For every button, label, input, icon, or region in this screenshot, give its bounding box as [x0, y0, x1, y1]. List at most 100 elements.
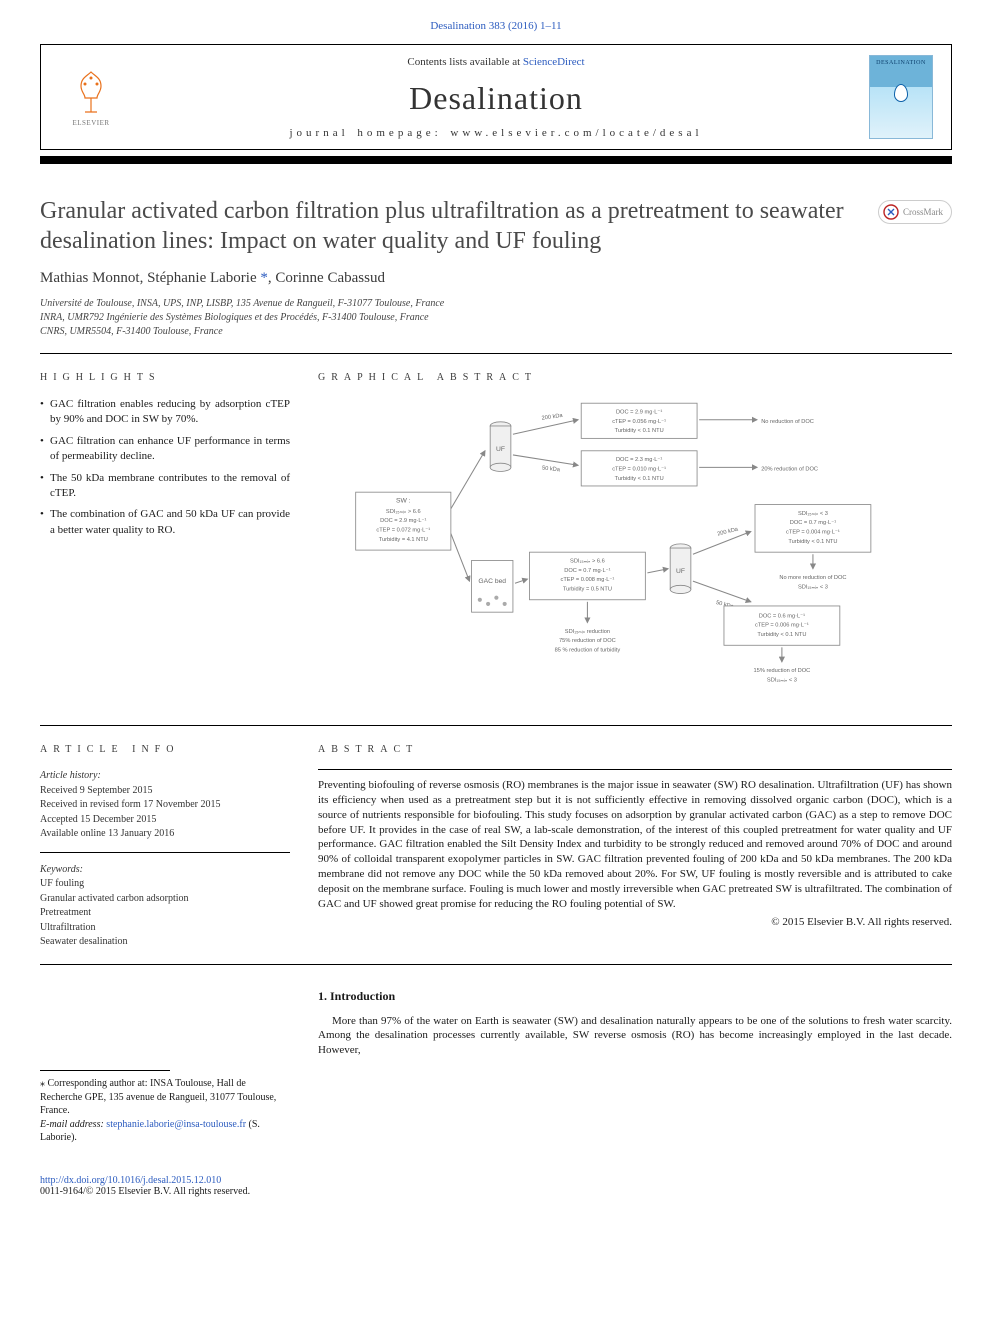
- journal-cover-thumb: DESALINATION: [869, 55, 933, 139]
- history-line: Received in revised form 17 November 201…: [40, 798, 290, 813]
- history-line: Received 9 September 2015: [40, 784, 290, 799]
- keyword: UF fouling: [40, 877, 290, 892]
- highlight-item: GAC filtration can enhance UF performanc…: [40, 434, 290, 465]
- history-line: Accepted 15 December 2015: [40, 813, 290, 828]
- author-names-2: , Corinne Cabassud: [268, 270, 385, 286]
- svg-text:DOC = 0.7 mg·L⁻¹: DOC = 0.7 mg·L⁻¹: [564, 568, 610, 574]
- corr-email-link[interactable]: stephanie.laborie@insa-toulouse.fr: [106, 1119, 246, 1130]
- elsevier-logo-text: ELSEVIER: [72, 119, 109, 127]
- svg-text:UF: UF: [676, 568, 685, 575]
- svg-text:DOC = 2.3 mg·L⁻¹: DOC = 2.3 mg·L⁻¹: [616, 457, 662, 463]
- rule: [40, 725, 952, 726]
- journal-title: Desalination: [123, 80, 869, 117]
- svg-text:Turbidity < 0.1 NTU: Turbidity < 0.1 NTU: [788, 539, 837, 545]
- svg-text:GAC bed: GAC bed: [478, 578, 506, 585]
- corresponding-author-star[interactable]: *: [260, 270, 268, 286]
- svg-text:Turbidity = 0.5 NTU: Turbidity = 0.5 NTU: [563, 586, 612, 592]
- highlights-label: HIGHLIGHTS: [40, 372, 290, 383]
- sciencedirect-link[interactable]: ScienceDirect: [523, 56, 585, 68]
- intro-heading: 1. Introduction: [318, 989, 952, 1004]
- keyword: Ultrafiltration: [40, 921, 290, 936]
- contents-prefix: Contents lists available at: [407, 56, 522, 68]
- header-citation: Desalination 383 (2016) 1–11: [40, 20, 952, 32]
- cover-label: DESALINATION: [876, 60, 926, 66]
- keyword: Pretreatment: [40, 906, 290, 921]
- email-label: E-mail address:: [40, 1119, 106, 1130]
- water-drop-icon: [894, 84, 908, 102]
- contents-line: Contents lists available at ScienceDirec…: [123, 56, 869, 68]
- rule: [40, 852, 290, 853]
- crossmark-badge[interactable]: CrossMark: [878, 200, 952, 224]
- graphical-abstract-figure: SW : SDI₁₅ₘᵢₙ > 6.6 DOC = 2.9 mg·L⁻¹ cTE…: [318, 397, 952, 697]
- svg-text:200 kDa: 200 kDa: [717, 526, 740, 537]
- svg-text:Turbidity < 0.1 NTU: Turbidity < 0.1 NTU: [615, 476, 664, 482]
- article-info-label: ARTICLE INFO: [40, 744, 290, 755]
- svg-text:SDI₁₅ₘᵢₙ > 6.6: SDI₁₅ₘᵢₙ > 6.6: [570, 559, 605, 565]
- graphical-abstract-label: GRAPHICAL ABSTRACT: [318, 372, 952, 383]
- svg-text:DOC = 0.6 mg·L⁻¹: DOC = 0.6 mg·L⁻¹: [759, 613, 805, 619]
- svg-text:SDI₁₅ₘᵢₙ < 3: SDI₁₅ₘᵢₙ < 3: [767, 677, 797, 683]
- svg-text:Turbidity = 4.1 NTU: Turbidity = 4.1 NTU: [379, 537, 428, 543]
- svg-text:DOC = 2.9 mg·L⁻¹: DOC = 2.9 mg·L⁻¹: [380, 518, 426, 524]
- footnote-rule: [40, 1070, 170, 1071]
- svg-text:cTEP = 0.056 mg·L⁻¹: cTEP = 0.056 mg·L⁻¹: [612, 419, 666, 425]
- crossmark-icon: [883, 204, 899, 220]
- journal-header: ELSEVIER Contents lists available at Sci…: [40, 44, 952, 150]
- keywords-label: Keywords:: [40, 863, 290, 878]
- svg-text:200 kDa: 200 kDa: [541, 413, 564, 422]
- journal-homepage: journal homepage: www.elsevier.com/locat…: [123, 127, 869, 139]
- highlight-item: GAC filtration enables reducing by adsor…: [40, 397, 290, 428]
- svg-text:SW :: SW :: [396, 498, 411, 505]
- corresponding-footnote: ⁎ Corresponding author at: INSA Toulouse…: [40, 1077, 290, 1145]
- svg-text:SDI₁₅ₘᵢₙ < 3: SDI₁₅ₘᵢₙ < 3: [798, 584, 828, 590]
- svg-text:SDI₁₅ₘᵢₙ < 3: SDI₁₅ₘᵢₙ < 3: [798, 511, 828, 517]
- svg-text:20% reduction of DOC: 20% reduction of DOC: [761, 466, 818, 472]
- affiliations: Université de Toulouse, INSA, UPS, INP, …: [40, 297, 952, 339]
- rule: [318, 769, 952, 770]
- highlight-item: The combination of GAC and 50 kDa UF can…: [40, 507, 290, 538]
- header-black-bar: [40, 156, 952, 164]
- article-history-label: Article history:: [40, 769, 290, 784]
- svg-text:cTEP = 0.004 mg·L⁻¹: cTEP = 0.004 mg·L⁻¹: [786, 530, 840, 536]
- affiliation-line: CNRS, UMR5504, F-31400 Toulouse, France: [40, 325, 952, 339]
- svg-text:cTEP = 0.008 mg·L⁻¹: cTEP = 0.008 mg·L⁻¹: [561, 577, 615, 583]
- authors-line: Mathias Monnot, Stéphanie Laborie *, Cor…: [40, 270, 952, 287]
- svg-text:cTEP = 0.006 mg·L⁻¹: cTEP = 0.006 mg·L⁻¹: [755, 623, 809, 629]
- svg-text:SDI₁₅ₘᵢₙ > 6.6: SDI₁₅ₘᵢₙ > 6.6: [386, 509, 421, 515]
- abstract-text: Preventing biofouling of reverse osmosis…: [318, 778, 952, 912]
- svg-text:15% reduction of DOC: 15% reduction of DOC: [754, 668, 811, 674]
- corr-author-footnote: ⁎ Corresponding author at: INSA Toulouse…: [40, 1077, 290, 1118]
- svg-text:No more reduction of DOC: No more reduction of DOC: [779, 575, 846, 581]
- footer-links: http://dx.doi.org/10.1016/j.desal.2015.1…: [40, 1175, 952, 1197]
- affiliation-line: INRA, UMR792 Ingénierie des Systèmes Bio…: [40, 311, 952, 325]
- issn-copyright: 0011-9164/© 2015 Elsevier B.V. All right…: [40, 1186, 952, 1197]
- rule: [40, 353, 952, 354]
- crossmark-label: CrossMark: [903, 207, 943, 217]
- article-info: Article history: Received 9 September 20…: [40, 769, 290, 950]
- svg-text:SDI₁₅ₘᵢₙ reduction: SDI₁₅ₘᵢₙ reduction: [565, 629, 610, 635]
- svg-text:85 % reduction of turbidity: 85 % reduction of turbidity: [555, 647, 621, 653]
- abstract-copyright: © 2015 Elsevier B.V. All rights reserved…: [318, 916, 952, 928]
- affiliation-line: Université de Toulouse, INSA, UPS, INP, …: [40, 297, 952, 311]
- elsevier-tree-icon: [67, 68, 115, 116]
- history-line: Available online 13 January 2016: [40, 827, 290, 842]
- keyword: Seawater desalination: [40, 935, 290, 950]
- svg-text:Turbidity < 0.1 NTU: Turbidity < 0.1 NTU: [757, 632, 806, 638]
- svg-text:DOC = 0.7 mg·L⁻¹: DOC = 0.7 mg·L⁻¹: [790, 520, 836, 526]
- homepage-url[interactable]: www.elsevier.com/locate/desal: [450, 127, 702, 139]
- intro-text: More than 97% of the water on Earth is s…: [318, 1014, 952, 1059]
- keyword: Granular activated carbon adsorption: [40, 892, 290, 907]
- svg-text:cTEP = 0.072 mg·L⁻¹: cTEP = 0.072 mg·L⁻¹: [376, 527, 430, 533]
- svg-text:UF: UF: [496, 446, 505, 453]
- svg-text:No reduction of DOC: No reduction of DOC: [761, 419, 814, 425]
- abstract-label: ABSTRACT: [318, 744, 952, 755]
- author-names-1: Mathias Monnot, Stéphanie Laborie: [40, 270, 257, 286]
- highlight-item: The 50 kDa membrane contributes to the r…: [40, 471, 290, 502]
- highlights-list: GAC filtration enables reducing by adsor…: [40, 397, 290, 538]
- svg-text:DOC = 2.9 mg·L⁻¹: DOC = 2.9 mg·L⁻¹: [616, 410, 662, 416]
- citation-link[interactable]: Desalination 383 (2016) 1–11: [430, 20, 561, 32]
- doi-link[interactable]: http://dx.doi.org/10.1016/j.desal.2015.1…: [40, 1175, 221, 1186]
- svg-text:75% reduction of DOC: 75% reduction of DOC: [559, 638, 616, 644]
- svg-text:cTEP = 0.010 mg·L⁻¹: cTEP = 0.010 mg·L⁻¹: [612, 466, 666, 472]
- svg-text:50 kDa: 50 kDa: [542, 465, 561, 473]
